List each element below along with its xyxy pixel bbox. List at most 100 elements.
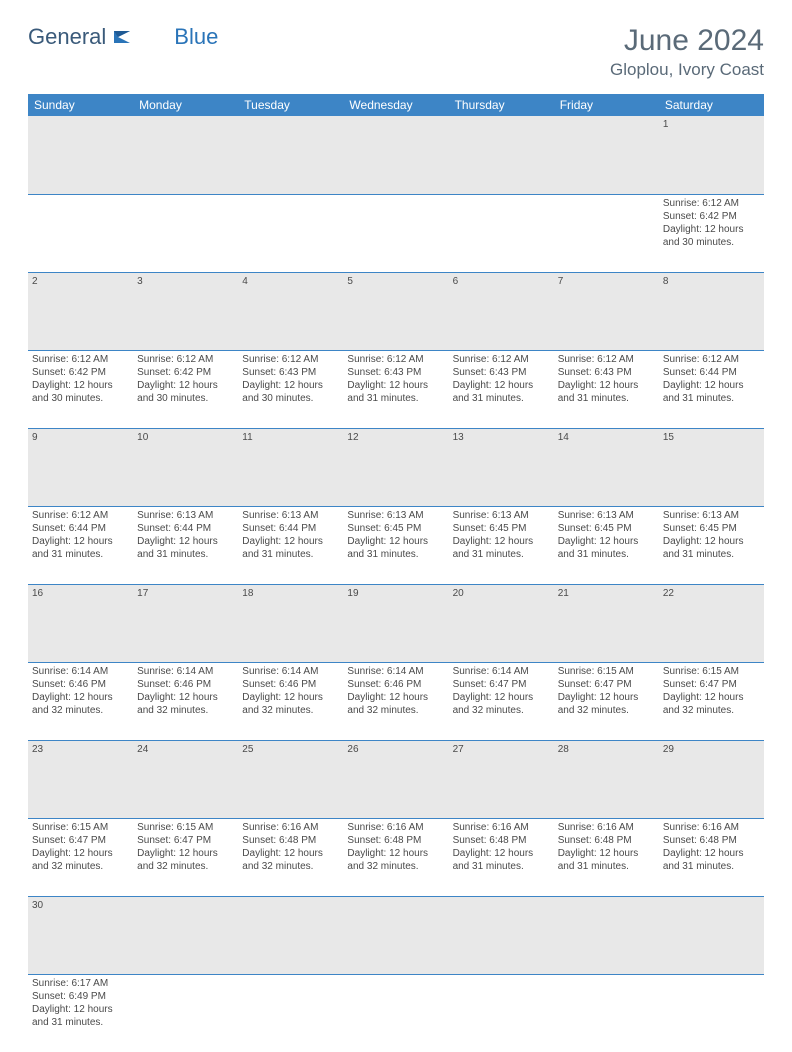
day-number-cell xyxy=(28,116,133,194)
day-number-cell: 13 xyxy=(449,428,554,506)
day-cell-line: Sunset: 6:46 PM xyxy=(32,678,129,691)
day-cell-line: Daylight: 12 hours xyxy=(137,535,234,548)
day-cell-line: Daylight: 12 hours xyxy=(137,379,234,392)
day-cell-line: Sunrise: 6:12 AM xyxy=(347,353,444,366)
day-cell-line: and 31 minutes. xyxy=(242,548,339,561)
brand-word1: General xyxy=(28,24,106,50)
day-number-cell: 17 xyxy=(133,584,238,662)
day-cell-line: and 30 minutes. xyxy=(32,392,129,405)
location-subtitle: Gloplou, Ivory Coast xyxy=(610,60,764,80)
day-cell-line: Sunset: 6:47 PM xyxy=(137,834,234,847)
day-cell-line: Daylight: 12 hours xyxy=(663,379,760,392)
day-cell-line: and 32 minutes. xyxy=(558,704,655,717)
day-cell: Sunrise: 6:13 AMSunset: 6:45 PMDaylight:… xyxy=(449,506,554,584)
day-number-row: 23242526272829 xyxy=(28,740,764,818)
day-cell-line: Daylight: 12 hours xyxy=(242,691,339,704)
day-cell-line: and 32 minutes. xyxy=(242,704,339,717)
day-cell: Sunrise: 6:12 AMSunset: 6:42 PMDaylight:… xyxy=(28,350,133,428)
day-cell-line: Daylight: 12 hours xyxy=(453,847,550,860)
day-cell-line: Sunrise: 6:13 AM xyxy=(137,509,234,522)
day-number-cell: 2 xyxy=(28,272,133,350)
day-cell-line: and 31 minutes. xyxy=(347,392,444,405)
month-title: June 2024 xyxy=(610,24,764,58)
day-cell-line: Sunset: 6:48 PM xyxy=(242,834,339,847)
day-cell: Sunrise: 6:16 AMSunset: 6:48 PMDaylight:… xyxy=(659,818,764,896)
day-number-cell: 30 xyxy=(28,896,133,974)
weekday-header: Saturday xyxy=(659,94,764,116)
day-cell-line: and 32 minutes. xyxy=(137,704,234,717)
day-cell-line: Sunrise: 6:14 AM xyxy=(453,665,550,678)
day-cell-line: Sunset: 6:43 PM xyxy=(242,366,339,379)
day-cell-line: Sunset: 6:44 PM xyxy=(137,522,234,535)
day-cell-line: and 31 minutes. xyxy=(32,548,129,561)
day-cell-line: Sunset: 6:44 PM xyxy=(32,522,129,535)
day-cell-line: Sunrise: 6:13 AM xyxy=(558,509,655,522)
day-cell-line: and 31 minutes. xyxy=(663,860,760,873)
day-cell: Sunrise: 6:12 AMSunset: 6:43 PMDaylight:… xyxy=(449,350,554,428)
day-content-row: Sunrise: 6:12 AMSunset: 6:44 PMDaylight:… xyxy=(28,506,764,584)
day-cell-line: and 32 minutes. xyxy=(347,704,444,717)
day-cell: Sunrise: 6:16 AMSunset: 6:48 PMDaylight:… xyxy=(238,818,343,896)
day-cell xyxy=(449,974,554,1052)
day-number-cell: 15 xyxy=(659,428,764,506)
day-number-cell: 10 xyxy=(133,428,238,506)
day-cell: Sunrise: 6:15 AMSunset: 6:47 PMDaylight:… xyxy=(133,818,238,896)
title-block: June 2024 Gloplou, Ivory Coast xyxy=(610,24,764,80)
day-cell: Sunrise: 6:16 AMSunset: 6:48 PMDaylight:… xyxy=(449,818,554,896)
brand-word2: Blue xyxy=(174,24,218,50)
brand-logo: General Blue xyxy=(28,24,218,50)
day-cell-line: Daylight: 12 hours xyxy=(558,691,655,704)
day-number-cell: 21 xyxy=(554,584,659,662)
day-number-cell: 23 xyxy=(28,740,133,818)
day-number-row: 1 xyxy=(28,116,764,194)
day-cell-line: Daylight: 12 hours xyxy=(453,535,550,548)
day-number-cell: 29 xyxy=(659,740,764,818)
day-cell-line: Daylight: 12 hours xyxy=(32,379,129,392)
day-cell xyxy=(343,974,448,1052)
day-cell: Sunrise: 6:14 AMSunset: 6:46 PMDaylight:… xyxy=(133,662,238,740)
day-number-row: 30 xyxy=(28,896,764,974)
day-cell-line: Daylight: 12 hours xyxy=(663,535,760,548)
day-number-cell: 25 xyxy=(238,740,343,818)
day-cell xyxy=(238,974,343,1052)
day-number-cell: 6 xyxy=(449,272,554,350)
day-cell: Sunrise: 6:17 AMSunset: 6:49 PMDaylight:… xyxy=(28,974,133,1052)
day-number-cell xyxy=(343,896,448,974)
day-number-cell: 12 xyxy=(343,428,448,506)
day-cell-line: Sunrise: 6:13 AM xyxy=(347,509,444,522)
day-cell-line: Daylight: 12 hours xyxy=(663,691,760,704)
day-cell: Sunrise: 6:13 AMSunset: 6:45 PMDaylight:… xyxy=(343,506,448,584)
day-cell xyxy=(554,974,659,1052)
day-cell-line: Sunset: 6:43 PM xyxy=(453,366,550,379)
day-cell: Sunrise: 6:15 AMSunset: 6:47 PMDaylight:… xyxy=(554,662,659,740)
day-cell-line: and 31 minutes. xyxy=(558,392,655,405)
day-cell-line: and 30 minutes. xyxy=(663,236,760,249)
day-number-row: 2345678 xyxy=(28,272,764,350)
day-cell-line: and 31 minutes. xyxy=(558,548,655,561)
day-number-cell xyxy=(659,896,764,974)
day-cell-line: Sunrise: 6:17 AM xyxy=(32,977,129,990)
weekday-header-row: Sunday Monday Tuesday Wednesday Thursday… xyxy=(28,94,764,116)
day-content-row: Sunrise: 6:12 AMSunset: 6:42 PMDaylight:… xyxy=(28,194,764,272)
day-cell-line: Sunrise: 6:15 AM xyxy=(663,665,760,678)
day-cell-line: and 31 minutes. xyxy=(558,860,655,873)
day-cell-line: Daylight: 12 hours xyxy=(32,691,129,704)
day-cell-line: Daylight: 12 hours xyxy=(558,535,655,548)
day-cell-line: Daylight: 12 hours xyxy=(347,847,444,860)
day-cell-line: and 31 minutes. xyxy=(453,860,550,873)
day-number-cell: 24 xyxy=(133,740,238,818)
day-number-cell: 5 xyxy=(343,272,448,350)
day-cell: Sunrise: 6:13 AMSunset: 6:44 PMDaylight:… xyxy=(238,506,343,584)
day-number-cell xyxy=(449,116,554,194)
day-cell xyxy=(659,974,764,1052)
day-number-cell: 3 xyxy=(133,272,238,350)
day-cell xyxy=(554,194,659,272)
day-cell-line: and 30 minutes. xyxy=(242,392,339,405)
day-cell-line: Sunset: 6:45 PM xyxy=(347,522,444,535)
day-cell: Sunrise: 6:14 AMSunset: 6:46 PMDaylight:… xyxy=(238,662,343,740)
day-cell-line: Sunrise: 6:13 AM xyxy=(242,509,339,522)
day-content-row: Sunrise: 6:15 AMSunset: 6:47 PMDaylight:… xyxy=(28,818,764,896)
day-number-cell: 19 xyxy=(343,584,448,662)
day-cell-line: Sunset: 6:48 PM xyxy=(663,834,760,847)
day-cell: Sunrise: 6:15 AMSunset: 6:47 PMDaylight:… xyxy=(28,818,133,896)
